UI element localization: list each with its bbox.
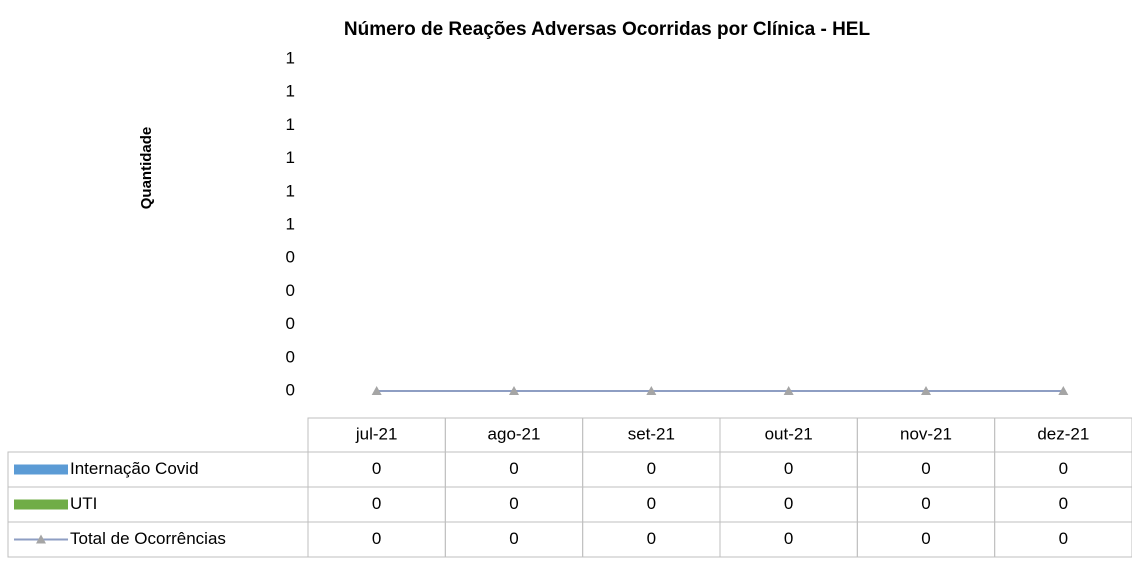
x-tick-label: jul-21 [355,424,398,443]
table-value: 0 [921,494,930,513]
table-value: 0 [784,529,793,548]
y-tick-label: 0 [286,380,295,399]
x-tick-label: ago-21 [488,424,541,443]
y-tick-label: 0 [286,281,295,300]
y-tick-label: 1 [286,214,295,233]
legend-key [14,464,68,475]
table-value: 0 [509,494,518,513]
table-value: 0 [921,529,930,548]
marker [921,386,931,395]
table-value: 0 [509,459,518,478]
y-tick-label: 1 [286,181,295,200]
table-cell [994,521,1132,558]
y-tick-label: 1 [286,82,295,101]
y-axis-title: Quantidade [138,127,155,210]
table-value: 0 [921,459,930,478]
x-tick-label: nov-21 [900,424,952,443]
legend-key [14,499,68,510]
x-tick-label: out-21 [765,424,813,443]
table-value: 0 [1059,529,1068,548]
table-value: 0 [647,494,656,513]
legend-label: Internação Covid [70,459,199,478]
table-value: 0 [509,529,518,548]
marker [783,386,794,395]
table-value: 0 [784,459,793,478]
y-tick-label: 0 [286,314,295,333]
table-value: 0 [784,494,793,513]
legend-key-marker [36,534,46,544]
table-value: 0 [372,494,381,513]
table-value: 0 [372,459,381,478]
table-value: 0 [1059,494,1068,513]
table-value: 0 [372,529,381,548]
y-tick-label: 0 [286,347,295,366]
y-tick-label: 1 [286,115,295,134]
y-tick-label: 1 [286,148,295,167]
table-value: 0 [1059,459,1068,478]
legend-label: Total de Ocorrências [70,529,226,548]
x-tick-label: dez-21 [1037,424,1089,443]
y-tick-label: 1 [286,48,295,67]
y-tick-label: 0 [286,248,295,267]
marker [646,386,657,395]
legend-label: UTI [70,494,97,513]
marker [1058,386,1069,395]
table-value: 0 [647,529,656,548]
marker [509,386,519,395]
x-tick-label: set-21 [628,424,675,443]
chart-title: Número de Reações Adversas Ocorridas por… [344,19,871,40]
marker [371,386,382,395]
table-value: 0 [647,459,656,478]
